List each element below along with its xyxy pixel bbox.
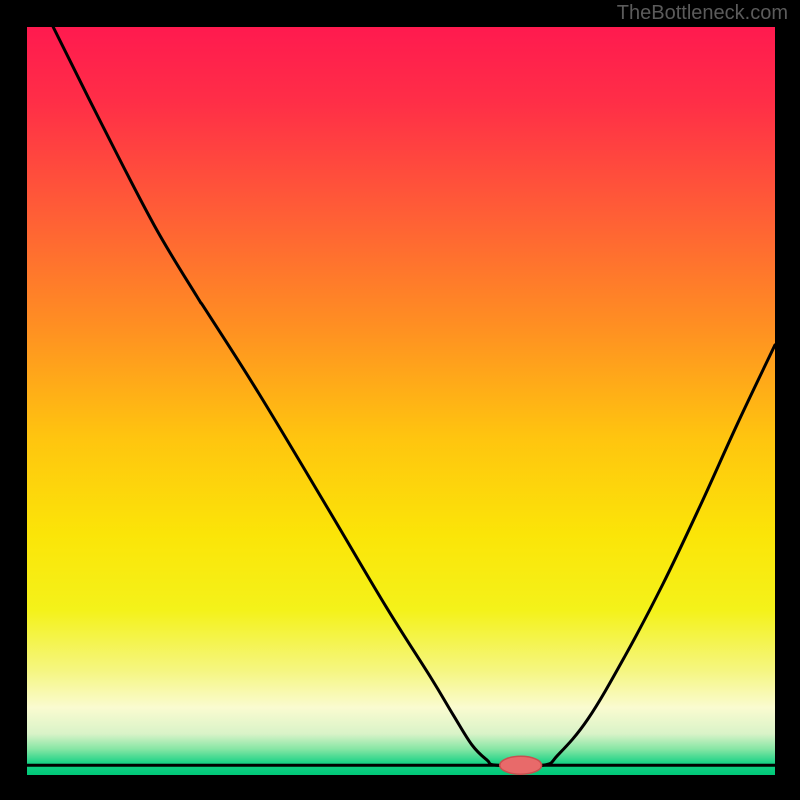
chart-plot-area	[27, 27, 775, 775]
chart-svg	[27, 27, 775, 775]
optimum-marker	[500, 756, 542, 774]
watermark-text: TheBottleneck.com	[617, 2, 788, 25]
gradient-background	[27, 27, 775, 775]
